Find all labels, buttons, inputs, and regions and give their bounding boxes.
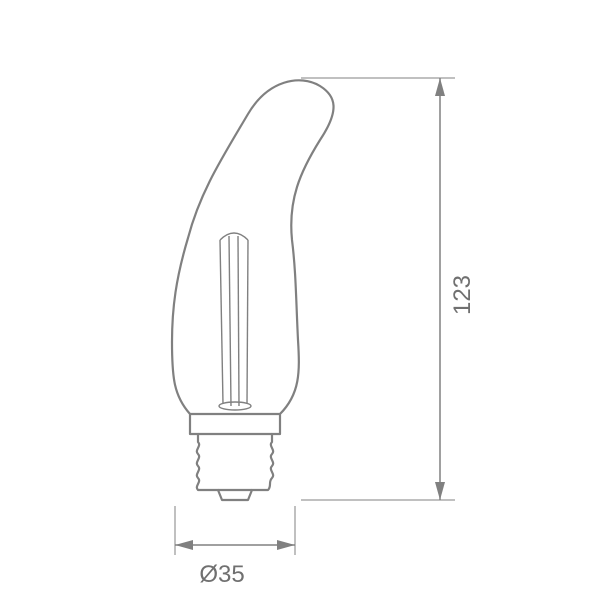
dim-text-height: 123	[449, 275, 476, 315]
dim-arrow	[175, 540, 193, 550]
bulb-outline	[172, 80, 334, 500]
filament	[238, 236, 239, 406]
dim-arrow	[435, 78, 445, 96]
filament-stem	[219, 402, 251, 410]
bulb-filaments	[219, 233, 251, 410]
filament	[229, 236, 231, 406]
dim-arrow	[277, 540, 295, 550]
dim-arrow	[435, 482, 445, 500]
dim-text-diameter: Ø35	[199, 561, 244, 588]
bulb-dimension-diagram: Ø35 123	[0, 0, 600, 600]
filament	[220, 240, 223, 404]
filament	[247, 240, 248, 404]
filament-top	[220, 233, 248, 240]
